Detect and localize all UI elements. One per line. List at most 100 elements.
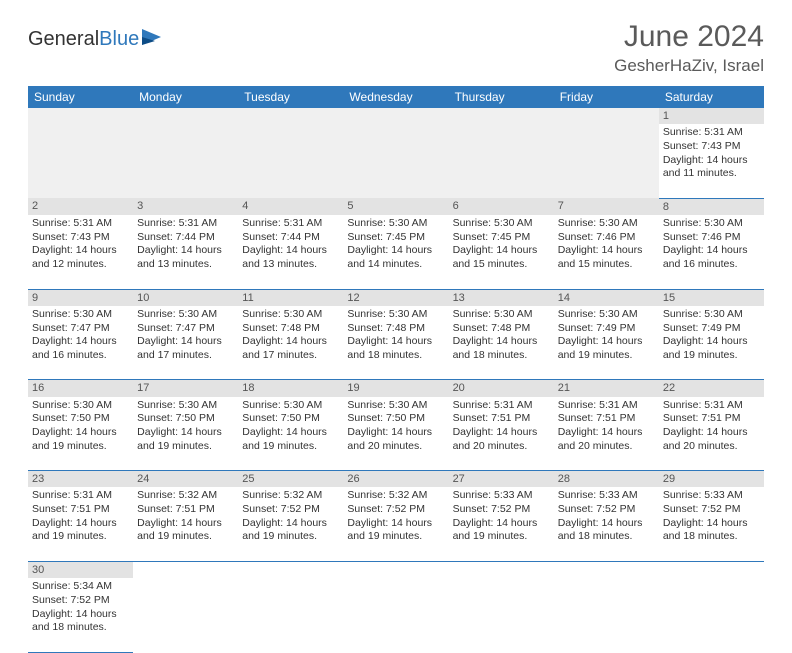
day-number-cell: 14 (554, 289, 659, 306)
day-cell (343, 578, 448, 652)
day-cell: Sunrise: 5:32 AMSunset: 7:51 PMDaylight:… (133, 487, 238, 561)
day-line: Daylight: 14 hours (242, 335, 339, 349)
day-line: Daylight: 14 hours (347, 517, 444, 531)
day-number-cell: 30 (28, 561, 133, 578)
day-cell: Sunrise: 5:30 AMSunset: 7:50 PMDaylight:… (133, 397, 238, 471)
day-line: Sunrise: 5:30 AM (558, 217, 655, 231)
day-line: Sunrise: 5:30 AM (453, 308, 550, 322)
day-line: and 16 minutes. (32, 349, 129, 363)
daynum-row: 2345678 (28, 198, 764, 215)
day-cell: Sunrise: 5:30 AMSunset: 7:48 PMDaylight:… (343, 306, 448, 380)
day-cell: Sunrise: 5:30 AMSunset: 7:46 PMDaylight:… (554, 215, 659, 289)
day-number-cell: 21 (554, 380, 659, 397)
header: GeneralBlue June 2024 GesherHaZiv, Israe… (28, 20, 764, 76)
day-line: Sunrise: 5:30 AM (242, 308, 339, 322)
day-cell: Sunrise: 5:30 AMSunset: 7:47 PMDaylight:… (28, 306, 133, 380)
day-cell: Sunrise: 5:30 AMSunset: 7:50 PMDaylight:… (28, 397, 133, 471)
day-header: Thursday (449, 86, 554, 108)
day-cell (554, 124, 659, 198)
day-cell: Sunrise: 5:31 AMSunset: 7:51 PMDaylight:… (449, 397, 554, 471)
day-line: Sunset: 7:48 PM (347, 322, 444, 336)
day-cell: Sunrise: 5:32 AMSunset: 7:52 PMDaylight:… (238, 487, 343, 561)
day-line: Sunrise: 5:30 AM (347, 217, 444, 231)
day-line: Sunrise: 5:32 AM (242, 489, 339, 503)
day-cell: Sunrise: 5:33 AMSunset: 7:52 PMDaylight:… (554, 487, 659, 561)
month-title: June 2024 (614, 20, 764, 54)
day-line: Sunrise: 5:30 AM (663, 308, 760, 322)
day-line: Daylight: 14 hours (32, 608, 129, 622)
day-line: Sunset: 7:43 PM (663, 140, 760, 154)
day-number-cell: 16 (28, 380, 133, 397)
day-cell (238, 124, 343, 198)
day-cell: Sunrise: 5:30 AMSunset: 7:50 PMDaylight:… (238, 397, 343, 471)
day-number-cell: 8 (659, 198, 764, 215)
day-header: Friday (554, 86, 659, 108)
day-line: Daylight: 14 hours (242, 517, 339, 531)
day-line: Sunrise: 5:31 AM (663, 126, 760, 140)
day-header: Saturday (659, 86, 764, 108)
day-line: Daylight: 14 hours (32, 426, 129, 440)
day-number-cell: 5 (343, 198, 448, 215)
day-number-cell: 26 (343, 471, 448, 488)
day-line: Sunset: 7:47 PM (137, 322, 234, 336)
day-line: Sunrise: 5:30 AM (242, 399, 339, 413)
day-line: and 19 minutes. (137, 530, 234, 544)
day-cell: Sunrise: 5:30 AMSunset: 7:45 PMDaylight:… (343, 215, 448, 289)
day-line: Daylight: 14 hours (558, 517, 655, 531)
day-line: and 19 minutes. (453, 530, 550, 544)
day-cell: Sunrise: 5:31 AMSunset: 7:51 PMDaylight:… (554, 397, 659, 471)
daynum-row: 16171819202122 (28, 380, 764, 397)
day-header: Wednesday (343, 86, 448, 108)
day-line: Sunset: 7:50 PM (242, 412, 339, 426)
logo-text-2: Blue (99, 28, 139, 50)
day-number-cell: 17 (133, 380, 238, 397)
day-line: Sunrise: 5:34 AM (32, 580, 129, 594)
day-line: Sunset: 7:52 PM (32, 594, 129, 608)
day-line: Daylight: 14 hours (347, 426, 444, 440)
day-line: Sunset: 7:52 PM (663, 503, 760, 517)
day-cell: Sunrise: 5:31 AMSunset: 7:44 PMDaylight:… (133, 215, 238, 289)
day-cell (343, 124, 448, 198)
day-line: Sunrise: 5:30 AM (663, 217, 760, 231)
day-line: and 20 minutes. (663, 440, 760, 454)
day-line: and 19 minutes. (242, 440, 339, 454)
day-line: Sunrise: 5:30 AM (32, 308, 129, 322)
day-line: Daylight: 14 hours (453, 426, 550, 440)
day-header: Sunday (28, 86, 133, 108)
content-row: Sunrise: 5:31 AMSunset: 7:43 PMDaylight:… (28, 215, 764, 289)
day-line: Sunset: 7:51 PM (32, 503, 129, 517)
day-line: and 13 minutes. (137, 258, 234, 272)
day-number-cell: 3 (133, 198, 238, 215)
logo-text-1: General (28, 28, 99, 50)
day-line: Sunset: 7:47 PM (32, 322, 129, 336)
day-line: Sunset: 7:49 PM (558, 322, 655, 336)
day-cell: Sunrise: 5:33 AMSunset: 7:52 PMDaylight:… (449, 487, 554, 561)
day-line: Sunset: 7:49 PM (663, 322, 760, 336)
day-number-cell: 12 (343, 289, 448, 306)
calendar-table: SundayMondayTuesdayWednesdayThursdayFrid… (28, 86, 764, 653)
day-line: and 15 minutes. (453, 258, 550, 272)
day-line: Daylight: 14 hours (663, 517, 760, 531)
day-cell: Sunrise: 5:34 AMSunset: 7:52 PMDaylight:… (28, 578, 133, 652)
day-line: and 20 minutes. (347, 440, 444, 454)
day-line: and 19 minutes. (663, 349, 760, 363)
day-number-cell: 15 (659, 289, 764, 306)
day-line: Sunrise: 5:31 AM (242, 217, 339, 231)
day-line: and 20 minutes. (453, 440, 550, 454)
day-line: Daylight: 14 hours (137, 517, 234, 531)
calendar-body: 1Sunrise: 5:31 AMSunset: 7:43 PMDaylight… (28, 108, 764, 652)
day-number-cell: 23 (28, 471, 133, 488)
logo-text: GeneralBlue (28, 28, 139, 51)
day-cell (133, 578, 238, 652)
day-line: Sunset: 7:46 PM (558, 231, 655, 245)
day-line: Sunrise: 5:30 AM (453, 217, 550, 231)
day-number-cell (343, 561, 448, 578)
day-line: Sunset: 7:48 PM (453, 322, 550, 336)
day-line: Daylight: 14 hours (137, 426, 234, 440)
day-line: Sunset: 7:44 PM (137, 231, 234, 245)
day-line: Sunrise: 5:31 AM (453, 399, 550, 413)
day-line: Daylight: 14 hours (558, 244, 655, 258)
daynum-row: 30 (28, 561, 764, 578)
day-line: Daylight: 14 hours (453, 517, 550, 531)
day-line: and 11 minutes. (663, 167, 760, 181)
